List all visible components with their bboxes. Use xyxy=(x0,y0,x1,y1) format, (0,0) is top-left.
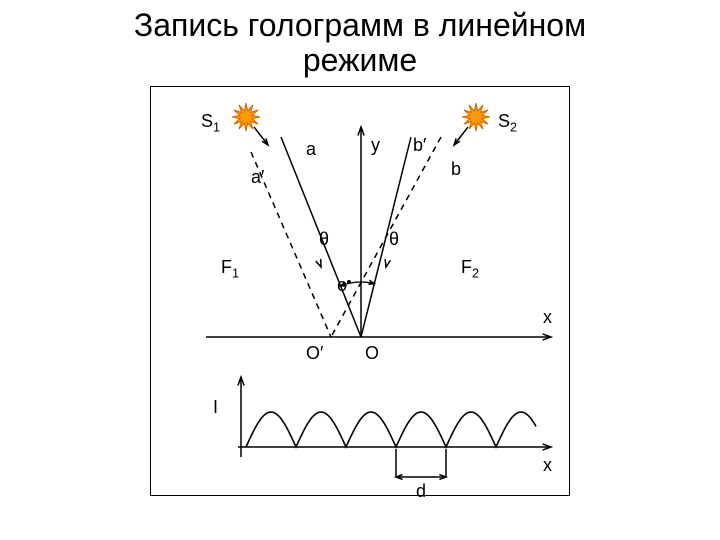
label-o-small: o xyxy=(337,275,347,296)
label-S1: S1 xyxy=(201,111,220,135)
title-line-1: Запись голограмм в линейном xyxy=(0,8,720,43)
label-x-lower: x xyxy=(543,455,552,476)
label-a: a xyxy=(306,139,316,160)
label-a-prime: a′ xyxy=(251,167,264,188)
label-F1: F1 xyxy=(221,257,239,281)
label-S2: S2 xyxy=(498,111,517,135)
label-d: d xyxy=(416,481,426,502)
label-F2: F2 xyxy=(461,257,479,281)
label-b: b xyxy=(451,159,461,180)
label-b-prime: b′ xyxy=(413,135,426,156)
label-x-upper: x xyxy=(543,307,552,328)
label-O-prime: O′ xyxy=(306,343,323,364)
label-I: I xyxy=(213,397,218,418)
label-y: y xyxy=(371,135,380,156)
diagram-frame: S1 S2 a a′ b b′ y θ θ F1 F2 o x x I O′ O… xyxy=(150,86,570,496)
diagram-svg xyxy=(151,87,571,497)
label-theta-right: θ xyxy=(389,229,399,250)
label-theta-left: θ xyxy=(319,229,329,250)
label-O: O xyxy=(365,343,379,364)
page-title: Запись голограмм в линейном режиме xyxy=(0,0,720,78)
title-line-2: режиме xyxy=(0,43,720,78)
